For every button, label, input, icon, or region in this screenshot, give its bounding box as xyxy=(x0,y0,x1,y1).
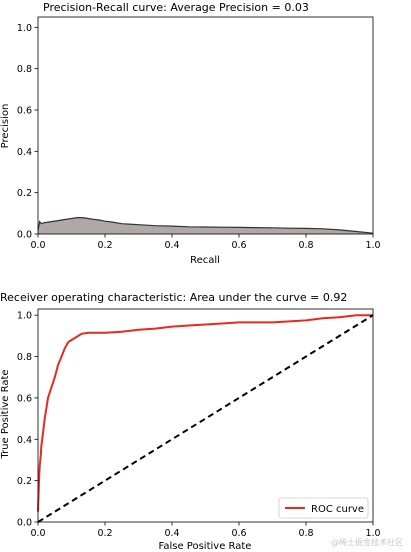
x-tick-label: 0.8 xyxy=(298,528,313,539)
y-axis-label: True Positive Rate xyxy=(0,369,11,459)
pr-ticks: 0.0 0.2 0.4 0.6 0.8 1.0 0.0 0.2 0.4 0.6 0.8 1.0 xyxy=(17,23,381,251)
pr-curve-line xyxy=(37,216,374,234)
x-tick-label: 0.0 xyxy=(30,240,45,251)
pr-area-fill xyxy=(38,217,373,234)
chart-title: Precision-Recall curve: Average Precisio… xyxy=(43,1,309,14)
chart-title: Receiver operating characteristic: Area … xyxy=(0,291,347,304)
y-tick-label: 0.8 xyxy=(17,352,32,363)
y-tick-label: 0.6 xyxy=(17,393,32,404)
pr-marks xyxy=(37,216,374,234)
legend: ROC curve xyxy=(278,497,369,519)
watermark: @稀土掘金技术社区 xyxy=(331,538,403,547)
y-tick-label: 0.0 xyxy=(17,230,32,241)
x-tick-label: 0.2 xyxy=(97,240,112,251)
roc-ticks: 0.0 0.2 0.4 0.6 0.8 1.0 0.0 0.2 0.4 0.6 0.8 1.0 xyxy=(17,311,381,539)
y-tick-label: 0.2 xyxy=(17,476,32,487)
roc-curve-line xyxy=(37,314,373,512)
legend-label-roc: ROC curve xyxy=(311,504,364,515)
y-tick-label: 0.8 xyxy=(17,64,32,75)
roc-axes-frame xyxy=(37,308,374,523)
y-tick-label: 0.4 xyxy=(17,147,32,158)
x-tick-label: 0.4 xyxy=(164,240,179,251)
y-axis-label: Precision xyxy=(0,104,11,149)
y-tick-label: 0.2 xyxy=(17,188,32,199)
y-tick-label: 0.4 xyxy=(17,435,32,446)
y-tick-label: 0.6 xyxy=(17,106,32,117)
roc-marks xyxy=(37,314,374,523)
x-axis-label: Recall xyxy=(190,255,220,266)
x-tick-label: 0.6 xyxy=(231,240,246,251)
y-tick-label: 1.0 xyxy=(17,311,32,322)
x-tick-label: 1.0 xyxy=(365,240,380,251)
x-tick-label: 0.4 xyxy=(164,528,179,539)
x-tick-label: 1.0 xyxy=(365,528,380,539)
x-tick-label: 0.2 xyxy=(97,528,112,539)
x-axis-label: False Positive Rate xyxy=(159,541,252,552)
pr-axes-frame xyxy=(37,16,374,235)
x-tick-label: 0.8 xyxy=(298,240,313,251)
y-tick-label: 1.0 xyxy=(17,23,32,34)
x-tick-label: 0.6 xyxy=(231,528,246,539)
diagonal-reference-line xyxy=(37,314,374,523)
roc-chart: Receiver operating characteristic: Area … xyxy=(0,291,381,552)
y-tick-label: 0.0 xyxy=(17,518,32,529)
legend-box xyxy=(278,497,369,519)
x-tick-label: 0.0 xyxy=(30,528,45,539)
precision-recall-chart: Precision-Recall curve: Average Precisio… xyxy=(0,1,381,266)
